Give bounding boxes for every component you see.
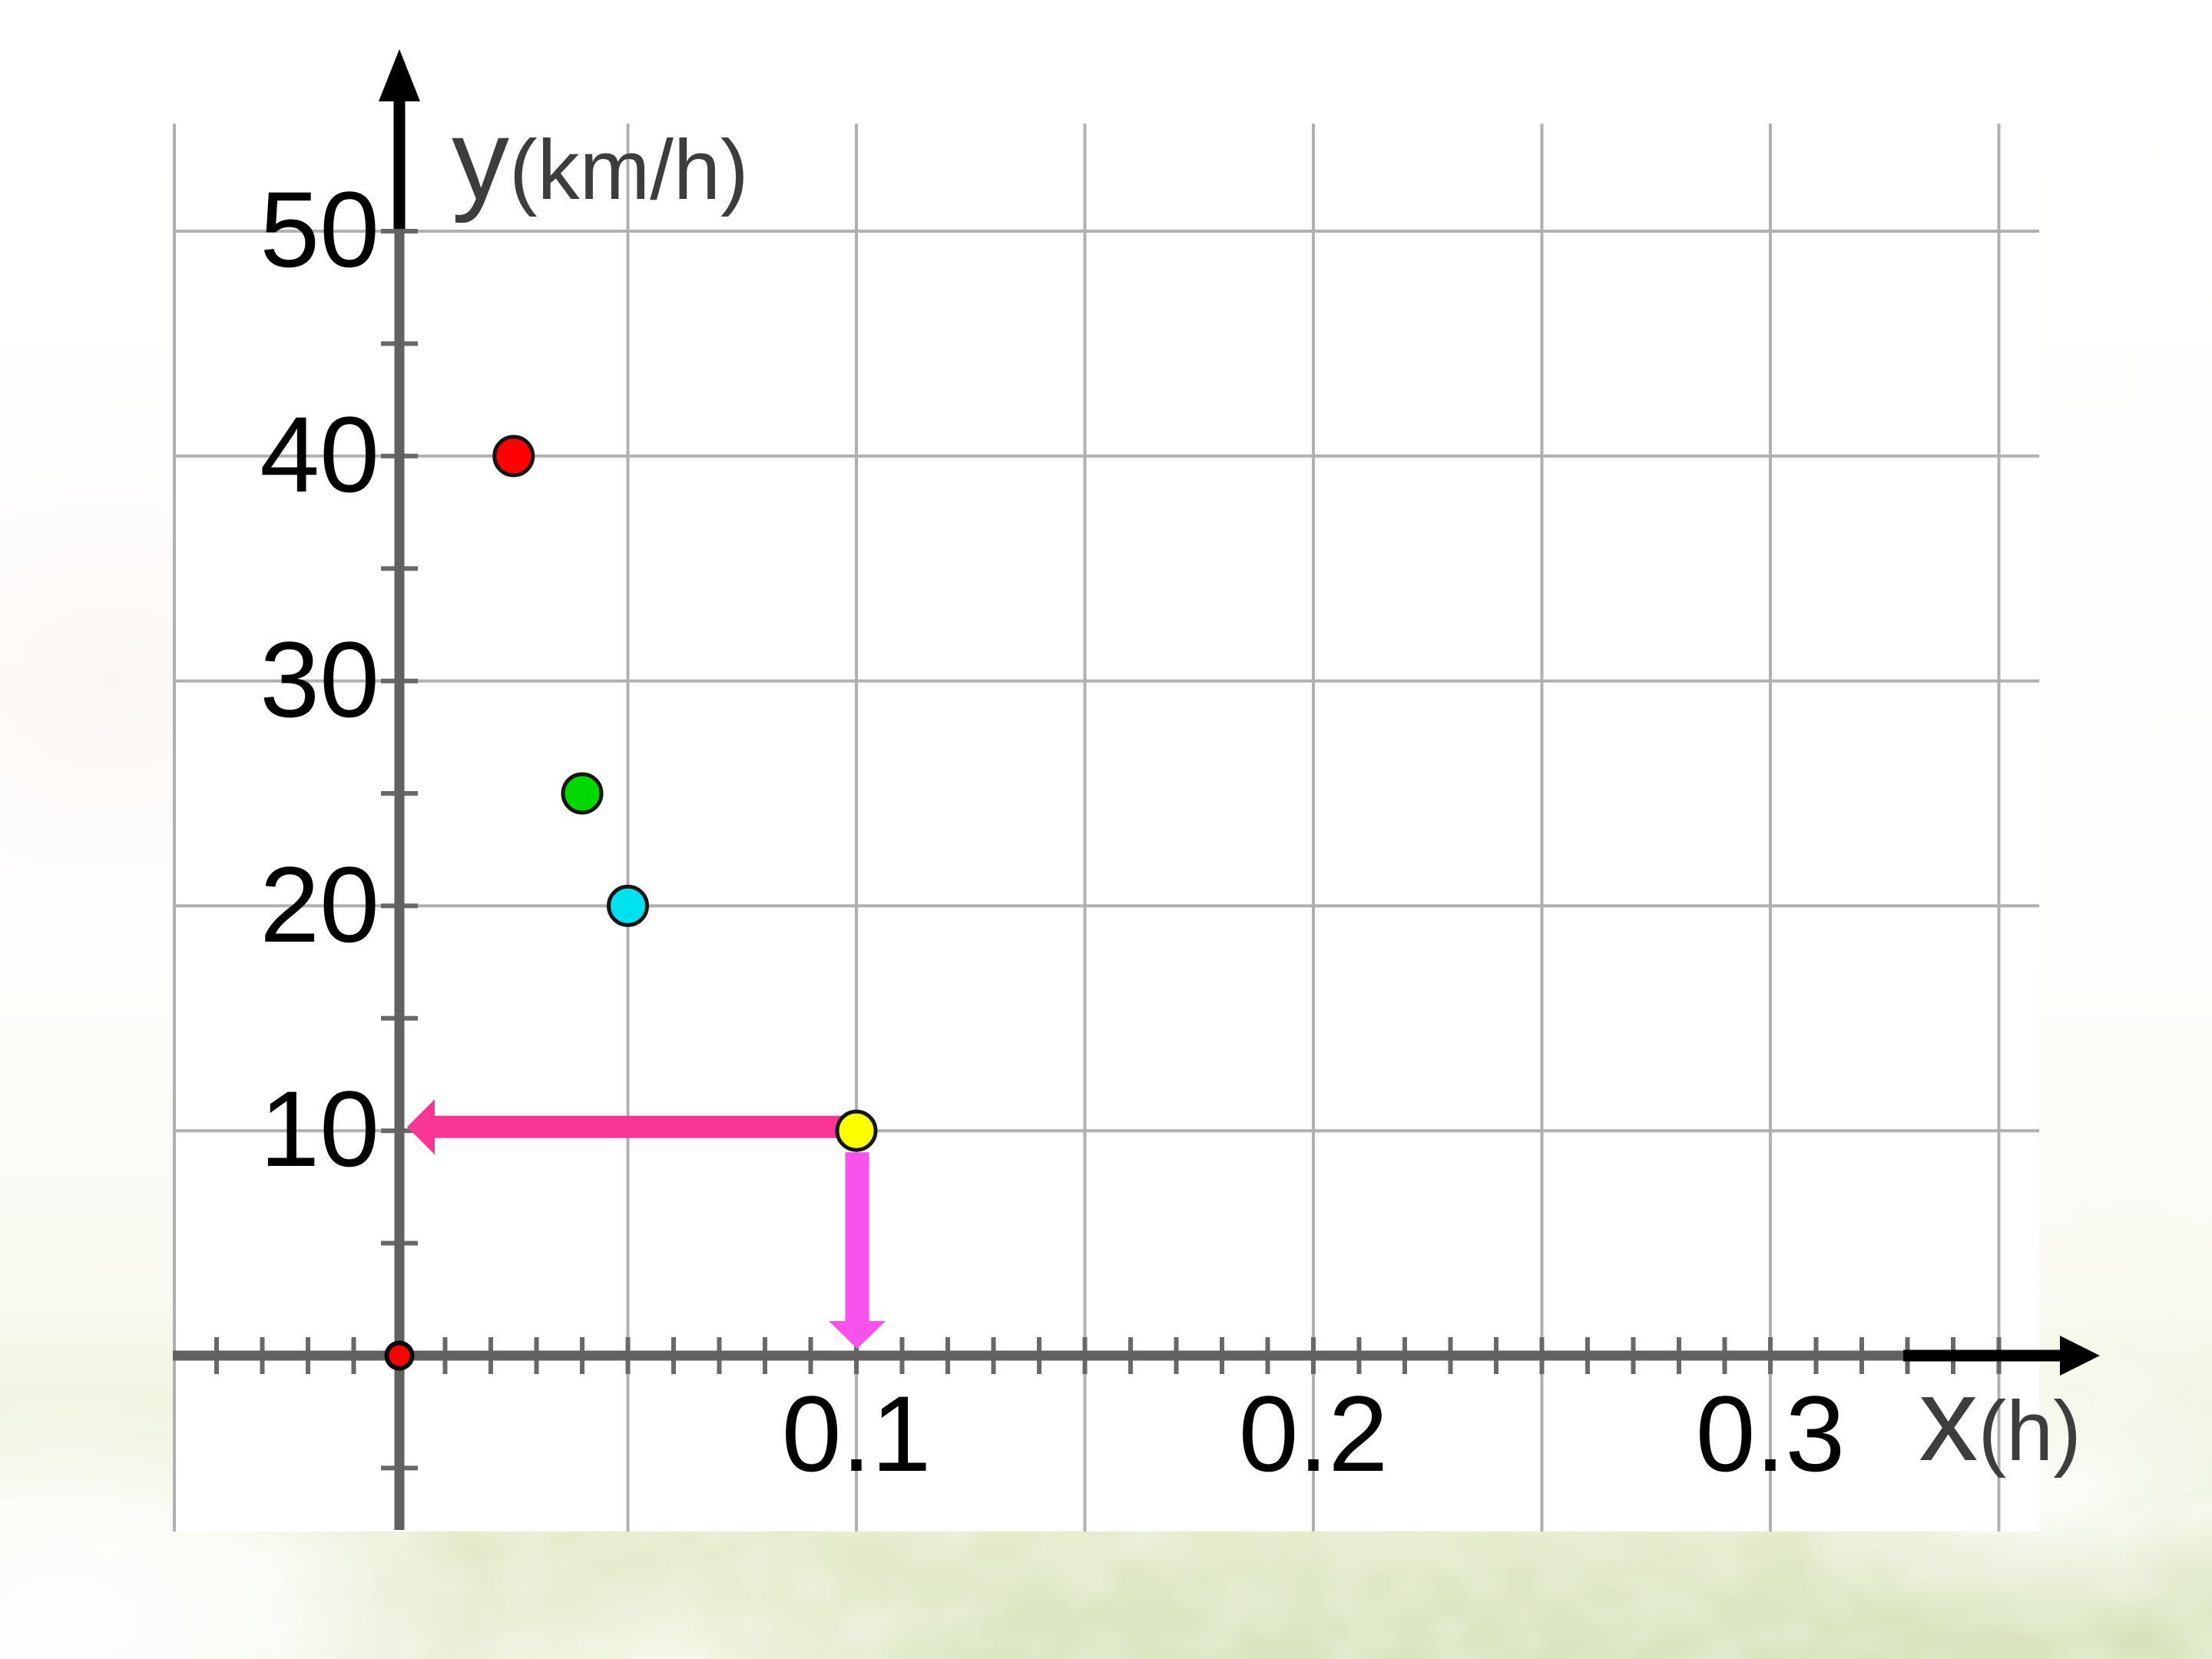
point-yellow (835, 1109, 878, 1152)
origin-marker (384, 1340, 415, 1371)
point-green (561, 772, 604, 815)
y-tick-label-40: 40 (260, 394, 379, 515)
x-axis-title-unit: (h) (1978, 1384, 2081, 1479)
x-tick-label-0.2: 0.2 (1238, 1373, 1389, 1494)
y-axis-arrow-head (379, 49, 420, 101)
y-tick-label-50: 50 (260, 169, 379, 290)
point-red (492, 435, 535, 478)
arrow-to-y-axis-head (407, 1099, 435, 1155)
x-axis-arrow-head (2060, 1336, 2100, 1376)
x-tick-label-0.1: 0.1 (781, 1373, 932, 1494)
y-axis-title: y(km/h) (452, 101, 749, 219)
x-axis-title-symbol: x (1919, 1353, 1979, 1485)
y-axis-title-unit: (km/h) (509, 123, 749, 217)
plot-area (173, 124, 2039, 1532)
x-tick-label-0.3: 0.3 (1695, 1373, 1846, 1494)
arrow-to-x-axis-body (845, 1152, 869, 1324)
arrow-to-x-axis-head (829, 1321, 886, 1349)
arrow-to-y-axis-body (432, 1115, 849, 1138)
x-axis-title: x(h) (1919, 1359, 2081, 1480)
y-tick-label-10: 10 (260, 1068, 379, 1189)
y-tick-label-20: 20 (260, 844, 379, 965)
y-axis-title-symbol: y (452, 94, 509, 224)
point-cyan (607, 884, 649, 927)
y-tick-label-30: 30 (260, 619, 379, 740)
right-texture-band (2028, 1152, 2212, 1536)
